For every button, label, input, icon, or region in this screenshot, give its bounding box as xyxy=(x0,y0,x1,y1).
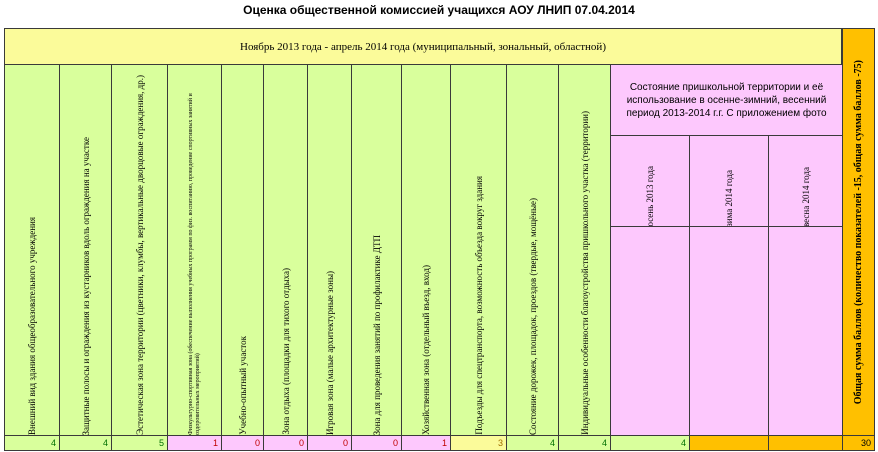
column-header-protective-strips: Защитные полосы и ограждения из кустарни… xyxy=(59,64,112,436)
column-header-driveways: Подъезды для спецтранспорта, возможность… xyxy=(450,64,507,436)
season-spring: весна 2014 года xyxy=(768,135,843,436)
value-play-zone: 0 xyxy=(307,435,352,451)
season-winter: зима 2014 года xyxy=(689,135,769,436)
value-utility-zone: 1 xyxy=(401,435,451,451)
value-season-winter xyxy=(689,435,769,451)
value-individual-features: 4 xyxy=(558,435,611,451)
period-header: Ноябрь 2013 года - апрель 2014 года (мун… xyxy=(4,28,842,65)
value-protective-strips: 4 xyxy=(59,435,112,451)
value-season-spring xyxy=(768,435,843,451)
value-sports-zone: 1 xyxy=(167,435,222,451)
total-header: Общая сумма баллов (количество показател… xyxy=(842,28,875,436)
column-header-utility-zone: Хозяйственная зона (отдельный въезд, вхо… xyxy=(401,64,451,436)
column-header-sports-zone: Физкультурно-спортивная зона (обеспечени… xyxy=(167,64,222,436)
page-title: Оценка общественной комиссией учащихся А… xyxy=(243,3,635,17)
seasonal-header: Состояние пришкольной территории и её ис… xyxy=(610,64,843,136)
column-header-experimental-plot: Учебно-опытный участок xyxy=(221,64,264,436)
score-table: Ноябрь 2013 года - апрель 2014 года (мун… xyxy=(4,28,875,451)
value-aesthetic-zone: 5 xyxy=(111,435,168,451)
column-header-traffic-zone: Зона для проведения занятий по профилакт… xyxy=(351,64,402,436)
column-header-individual-features: Индивидуальные особенности благоустройст… xyxy=(558,64,611,436)
column-header-rest-zone: Зона отдыха (площадки для тихого отдыха) xyxy=(263,64,308,436)
season-autumn: осень 2013 года xyxy=(610,135,690,436)
column-header-aesthetic-zone: Эстетическая зона территории (цветники, … xyxy=(111,64,168,436)
value-building: 4 xyxy=(4,435,60,451)
value-paths: 4 xyxy=(506,435,559,451)
value-total: 30 xyxy=(842,435,875,451)
value-season-autumn: 4 xyxy=(610,435,690,451)
value-experimental-plot: 0 xyxy=(221,435,264,451)
column-header-play-zone: Игровая зона (малые архитектурные зоны) xyxy=(307,64,352,436)
value-traffic-zone: 0 xyxy=(351,435,402,451)
value-rest-zone: 0 xyxy=(263,435,308,451)
value-driveways: 3 xyxy=(450,435,507,451)
column-header-paths: Состояние дорожек, площадок, проездов (т… xyxy=(506,64,559,436)
column-header-building: Внешний вид здания общеобразовательного … xyxy=(4,64,60,436)
